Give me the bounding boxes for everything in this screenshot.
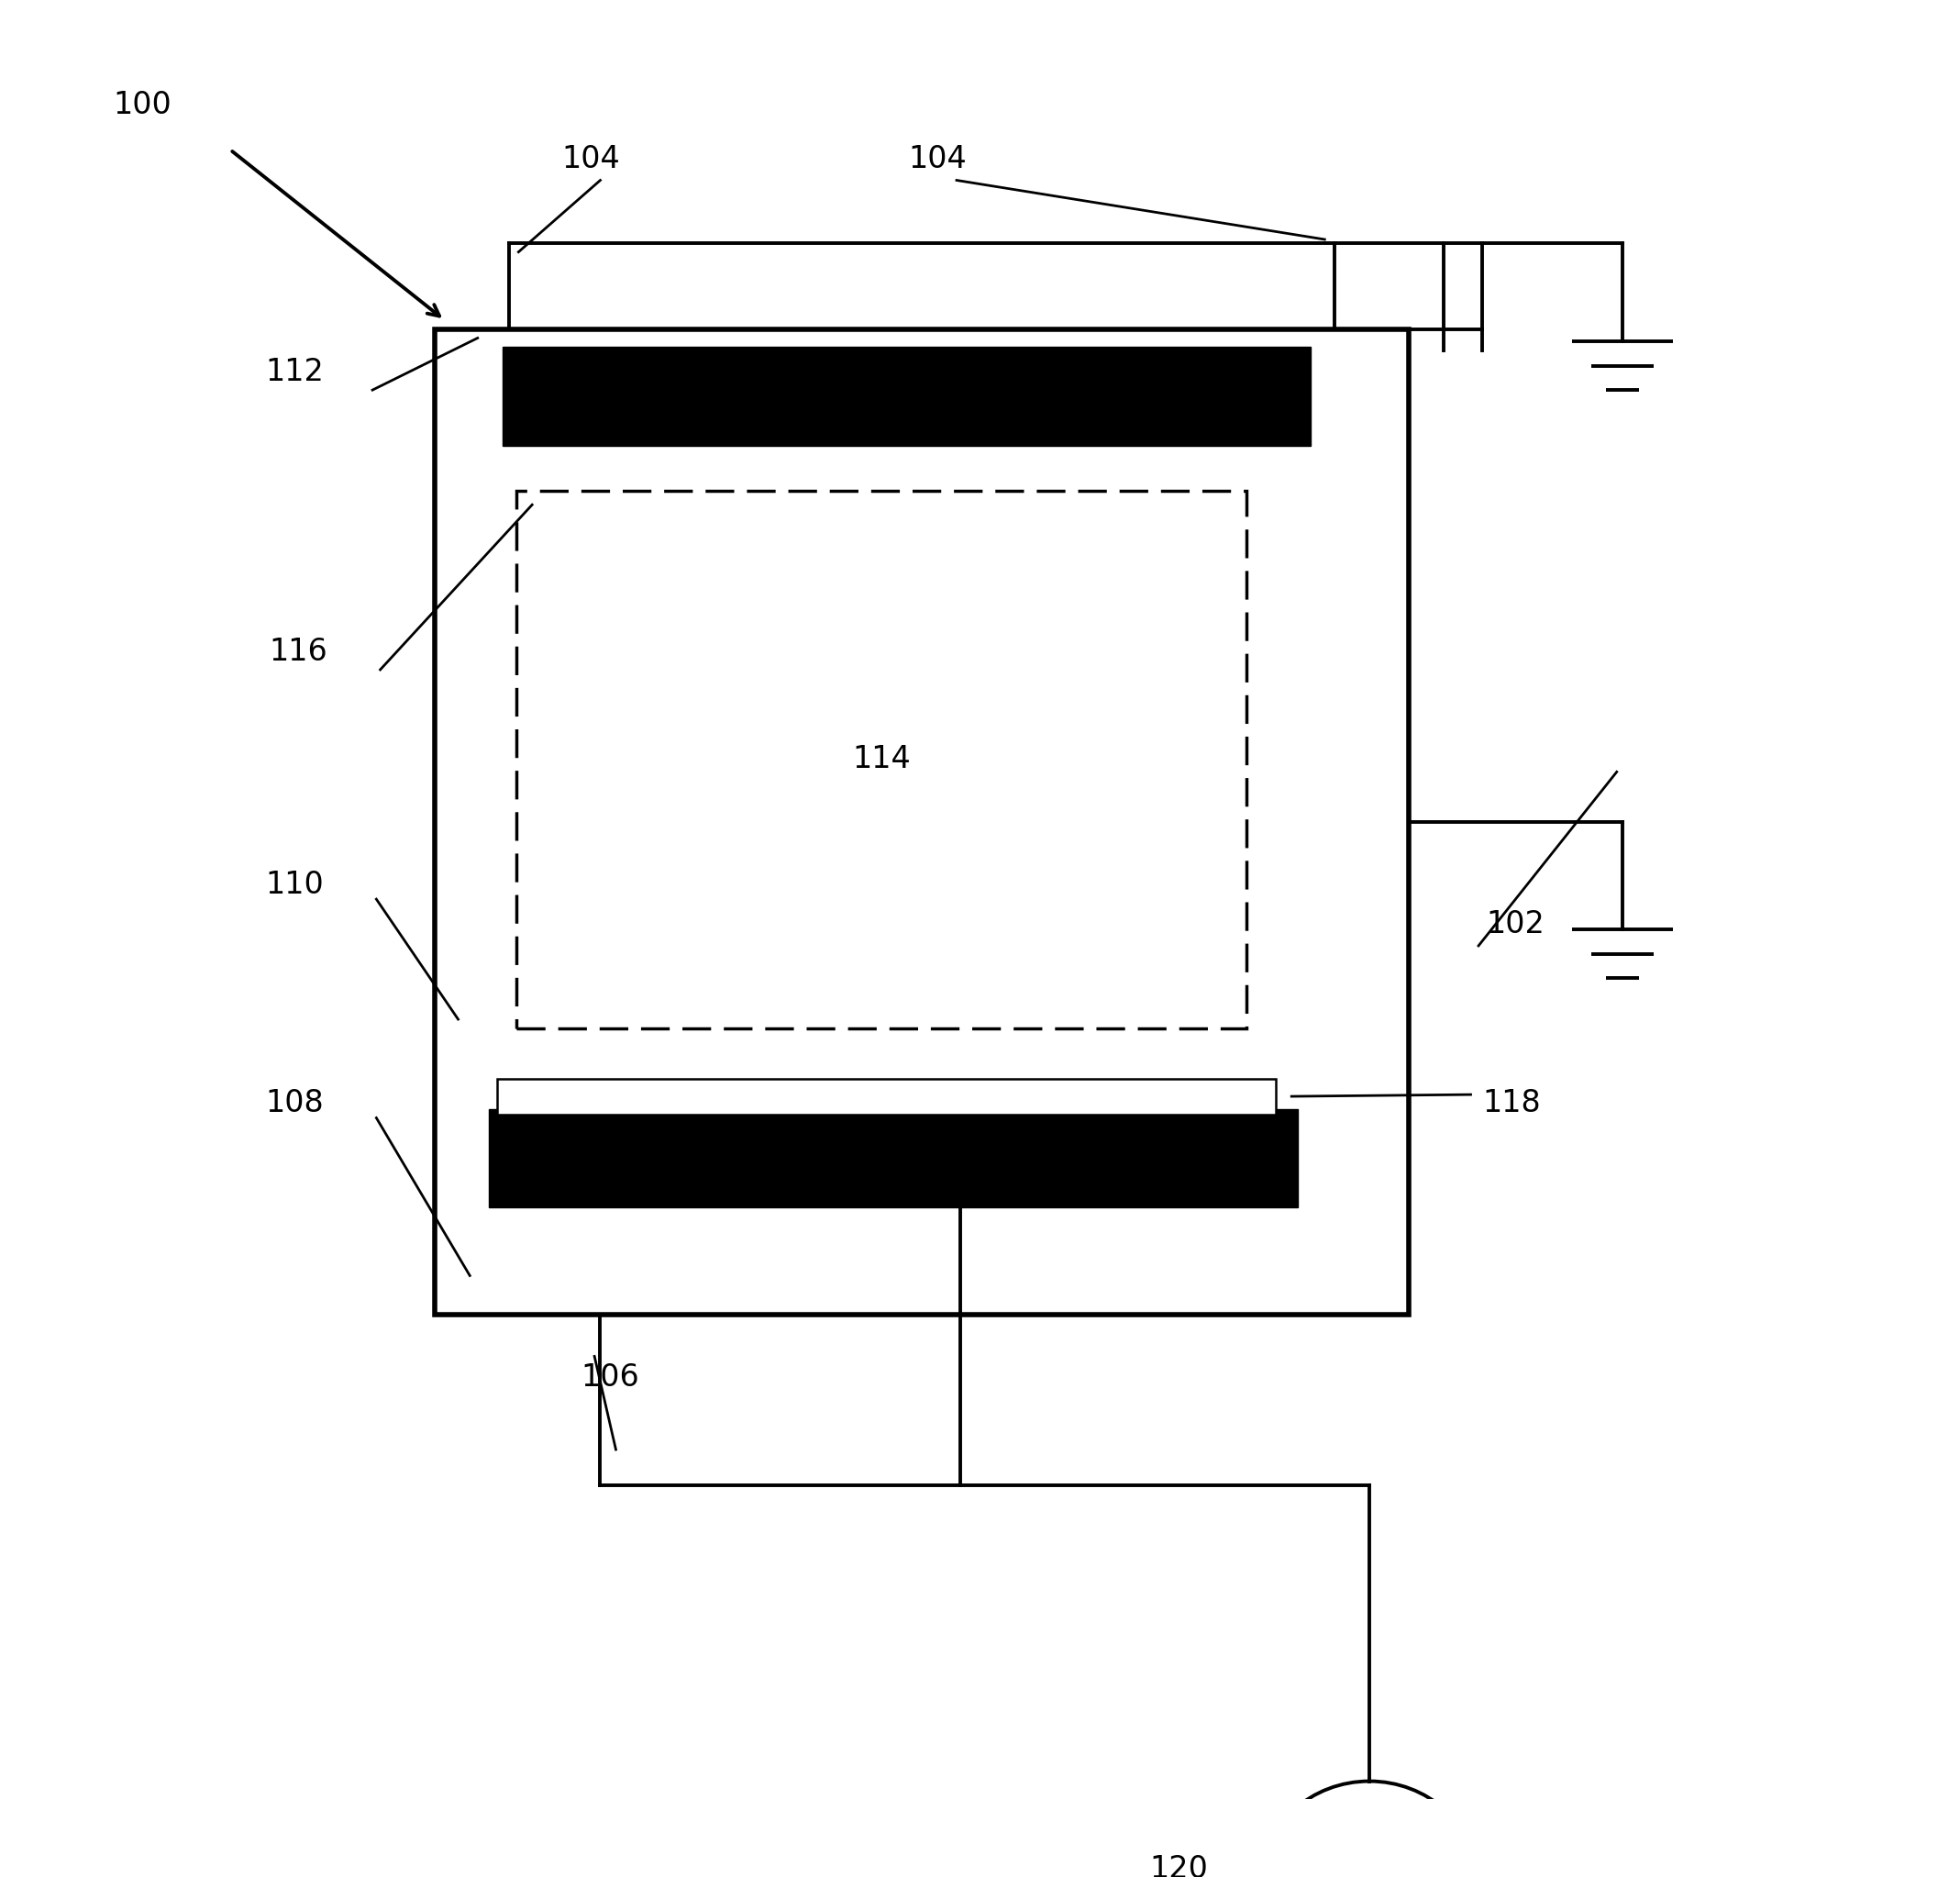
Text: 116: 116 [269, 636, 327, 666]
Text: 114: 114 [853, 743, 911, 775]
Bar [517, 490, 1247, 1029]
Text: 104: 104 [561, 145, 619, 175]
Bar [498, 1079, 1276, 1115]
Bar [504, 347, 1311, 445]
Text: 106: 106 [580, 1363, 639, 1393]
Text: 110: 110 [265, 869, 323, 899]
Text: 120: 120 [1149, 1854, 1207, 1877]
Text: 112: 112 [265, 357, 323, 387]
Text: 102: 102 [1486, 908, 1544, 938]
Text: 118: 118 [1482, 1089, 1541, 1119]
Bar [435, 328, 1409, 1316]
Bar [490, 1109, 1298, 1207]
Text: 100: 100 [114, 90, 172, 120]
Text: 108: 108 [265, 1089, 323, 1119]
Text: 104: 104 [907, 145, 966, 175]
